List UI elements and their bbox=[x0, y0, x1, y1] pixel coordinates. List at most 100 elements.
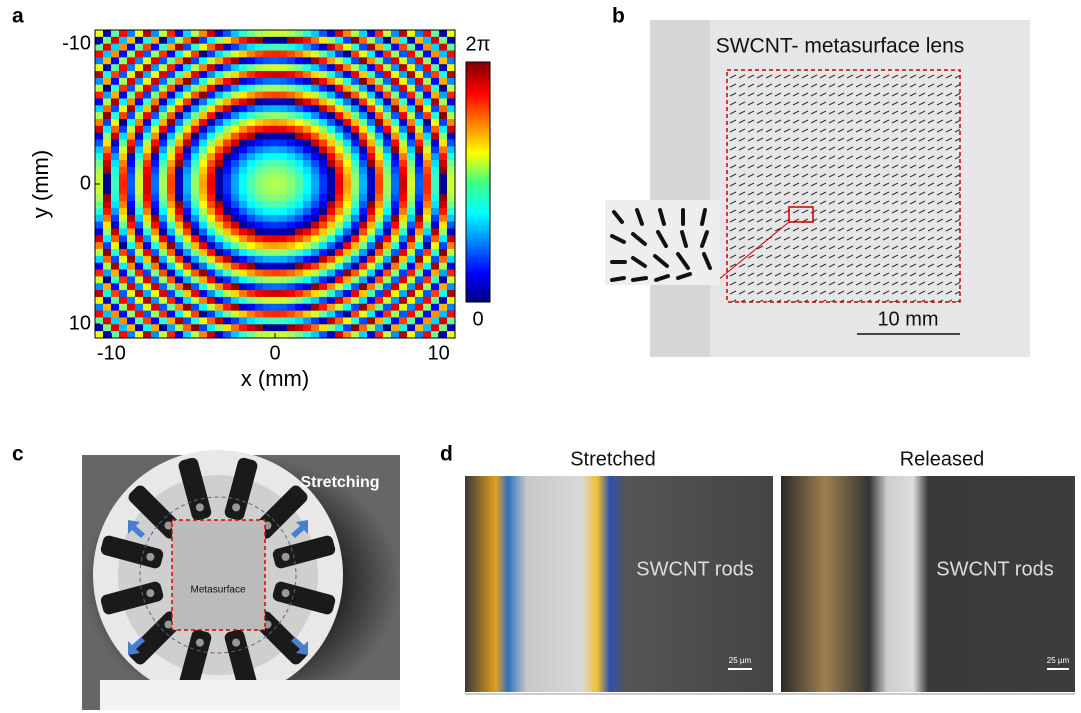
phase-pixel bbox=[159, 187, 168, 194]
phase-pixel bbox=[151, 133, 160, 140]
phase-pixel bbox=[407, 201, 416, 208]
phase-pixel bbox=[111, 324, 120, 331]
phase-pixel bbox=[367, 92, 376, 99]
phase-pixel bbox=[359, 256, 368, 263]
phase-pixel bbox=[135, 201, 144, 208]
phase-pixel bbox=[319, 126, 328, 133]
phase-pixel bbox=[135, 331, 144, 338]
phase-pixel bbox=[439, 256, 448, 263]
phase-pixel bbox=[351, 133, 360, 140]
phase-pixel bbox=[239, 98, 248, 105]
phase-pixel bbox=[111, 57, 120, 64]
phase-pixel bbox=[295, 263, 304, 270]
phase-pixel bbox=[431, 37, 440, 44]
phase-pixel bbox=[111, 126, 120, 133]
phase-pixel bbox=[295, 140, 304, 147]
phase-pixel bbox=[311, 160, 320, 167]
phase-pixel bbox=[263, 235, 272, 242]
phase-pixel bbox=[191, 140, 200, 147]
phase-pixel bbox=[319, 283, 328, 290]
phase-pixel bbox=[311, 187, 320, 194]
phase-pixel bbox=[119, 263, 128, 270]
phase-pixel bbox=[119, 71, 128, 78]
phase-pixel bbox=[151, 85, 160, 92]
phase-pixel bbox=[247, 201, 256, 208]
phase-pixel bbox=[135, 44, 144, 51]
phase-pixel bbox=[367, 187, 376, 194]
phase-pixel bbox=[287, 126, 296, 133]
phase-pixel bbox=[327, 44, 336, 51]
phase-pixel bbox=[231, 304, 240, 311]
phase-pixel bbox=[335, 85, 344, 92]
phase-pixel bbox=[423, 235, 432, 242]
x-axis-label: x (mm) bbox=[241, 366, 309, 391]
phase-pixel bbox=[271, 140, 280, 147]
phase-pixel bbox=[343, 311, 352, 318]
phase-pixel bbox=[135, 256, 144, 263]
phase-pixel bbox=[295, 119, 304, 126]
phase-pixel bbox=[407, 133, 416, 140]
phase-pixel bbox=[151, 263, 160, 270]
phase-pixel bbox=[367, 146, 376, 153]
phase-pixel bbox=[255, 78, 264, 85]
phase-pixel bbox=[303, 44, 312, 51]
phase-pixel bbox=[343, 290, 352, 297]
phase-pixel bbox=[383, 297, 392, 304]
phase-pixel bbox=[423, 105, 432, 112]
phase-pixel bbox=[311, 222, 320, 229]
phase-pixel bbox=[127, 181, 136, 188]
phase-pixel bbox=[359, 263, 368, 270]
phase-pixel bbox=[151, 37, 160, 44]
phase-pixel bbox=[279, 44, 288, 51]
phase-pixel bbox=[127, 201, 136, 208]
phase-pixel bbox=[255, 57, 264, 64]
phase-pixel bbox=[135, 235, 144, 242]
phase-pixel bbox=[167, 71, 176, 78]
phase-pixel bbox=[247, 167, 256, 174]
phase-pixel bbox=[423, 290, 432, 297]
phase-pixel bbox=[127, 112, 136, 119]
phase-pixel bbox=[359, 235, 368, 242]
phase-pixel bbox=[167, 126, 176, 133]
phase-pixel bbox=[239, 270, 248, 277]
phase-pixel bbox=[199, 126, 208, 133]
phase-pixel bbox=[303, 311, 312, 318]
phase-pixel bbox=[215, 98, 224, 105]
phase-pixel bbox=[303, 30, 312, 37]
phase-pixel bbox=[375, 215, 384, 222]
phase-pixel bbox=[367, 51, 376, 58]
phase-pixel bbox=[231, 270, 240, 277]
phase-pixel bbox=[207, 153, 216, 160]
phase-pixel bbox=[439, 297, 448, 304]
phase-pixel bbox=[215, 208, 224, 215]
phase-pixel bbox=[319, 187, 328, 194]
phase-pixel bbox=[399, 222, 408, 229]
phase-pixel bbox=[359, 146, 368, 153]
phase-pixel bbox=[223, 276, 232, 283]
phase-pixel bbox=[95, 160, 104, 167]
phase-pixel bbox=[167, 181, 176, 188]
phase-pixel bbox=[303, 228, 312, 235]
phase-pixel bbox=[159, 112, 168, 119]
phase-pixel bbox=[423, 167, 432, 174]
phase-pixel bbox=[151, 51, 160, 58]
phase-pixel bbox=[367, 256, 376, 263]
phase-pixel bbox=[103, 167, 112, 174]
phase-pixel bbox=[191, 160, 200, 167]
phase-pixel bbox=[263, 311, 272, 318]
phase-pixel bbox=[263, 222, 272, 229]
phase-pixel bbox=[263, 174, 272, 181]
scale-label: 10 mm bbox=[877, 308, 938, 330]
phase-pixel bbox=[359, 160, 368, 167]
phase-pixel bbox=[351, 276, 360, 283]
phase-pixel bbox=[287, 174, 296, 181]
phase-pixel bbox=[287, 194, 296, 201]
phase-pixel bbox=[295, 160, 304, 167]
phase-pixel bbox=[343, 98, 352, 105]
phase-pixel bbox=[447, 181, 456, 188]
phase-pixel bbox=[239, 228, 248, 235]
phase-pixel bbox=[231, 215, 240, 222]
phase-pixel bbox=[215, 201, 224, 208]
image-note: SWCNT rods bbox=[936, 558, 1053, 580]
phase-pixel bbox=[207, 181, 216, 188]
